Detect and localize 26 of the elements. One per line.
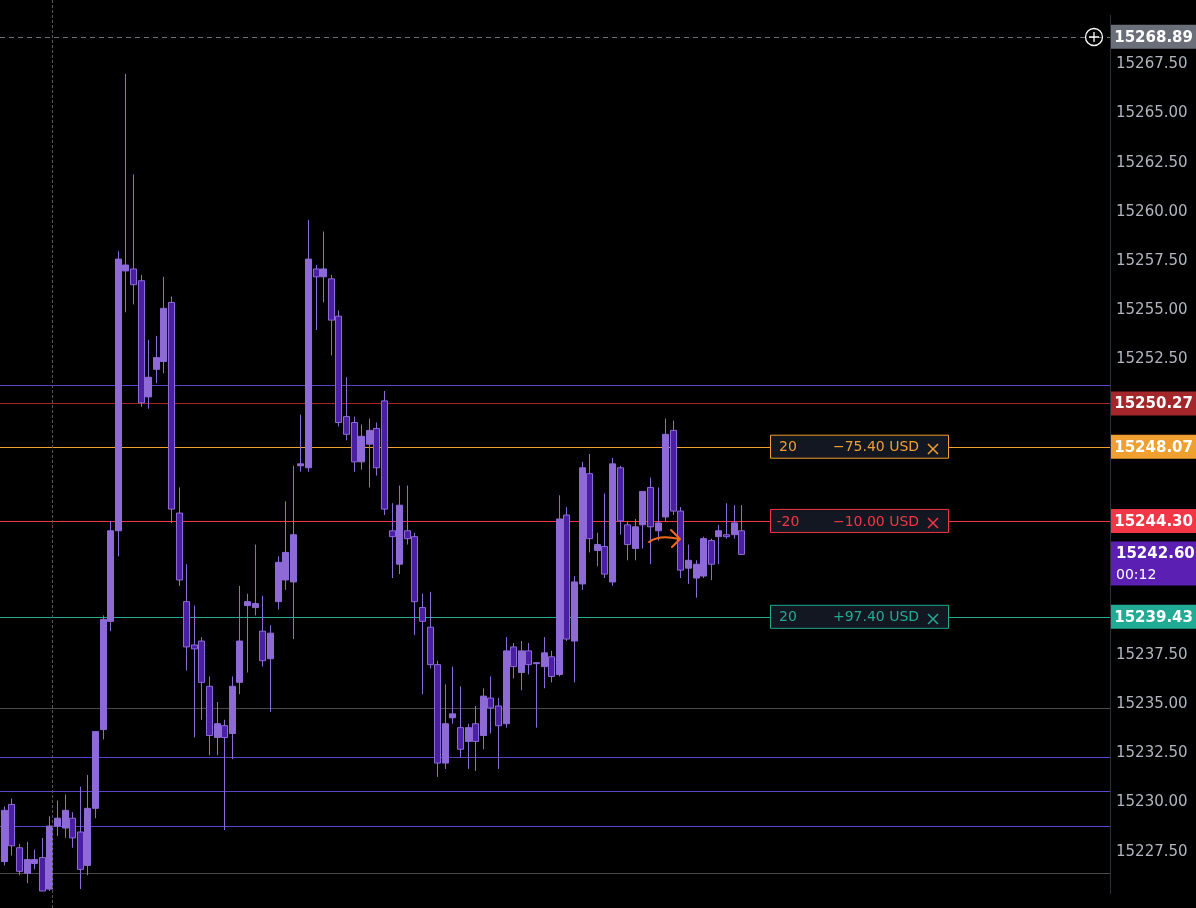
- annotation: −75.40 USD: [832, 438, 920, 455]
- ref-line-label: 15268.89: [1114, 27, 1193, 46]
- y-tick-label: 15257.50: [1116, 250, 1188, 269]
- y-tick-label: 15262.50: [1116, 152, 1188, 171]
- y-tick-label: 15232.50: [1116, 743, 1188, 762]
- y-tick-label: 15265.00: [1116, 103, 1188, 122]
- y-tick-label: 15267.50: [1116, 54, 1188, 73]
- text: 15242.60: [1116, 544, 1195, 563]
- annotation: -20: [776, 512, 800, 529]
- ref-line-label: 15244.30: [1114, 511, 1193, 530]
- ref-line-label: 15248.07: [1114, 437, 1193, 456]
- y-tick-label: 15235.00: [1116, 693, 1188, 712]
- y-tick-label: 15237.50: [1116, 644, 1188, 663]
- annotation: 20: [779, 438, 797, 455]
- ref-line-label: 15250.27: [1114, 394, 1193, 413]
- annotation: 20: [779, 608, 797, 625]
- ref-line-label: 15239.43: [1114, 607, 1193, 626]
- y-tick-label: 15260.00: [1116, 201, 1188, 220]
- y-tick-label: 15255.00: [1116, 300, 1188, 319]
- candlestick: [419, 593, 426, 695]
- annotation: −10.00 USD: [832, 512, 920, 529]
- text: 00:12: [1116, 566, 1157, 583]
- y-tick-label: 15252.50: [1116, 349, 1188, 368]
- y-tick-label: 15227.50: [1116, 841, 1188, 860]
- y-tick-label: 15230.00: [1116, 792, 1188, 811]
- annotation: +97.40 USD: [832, 608, 920, 625]
